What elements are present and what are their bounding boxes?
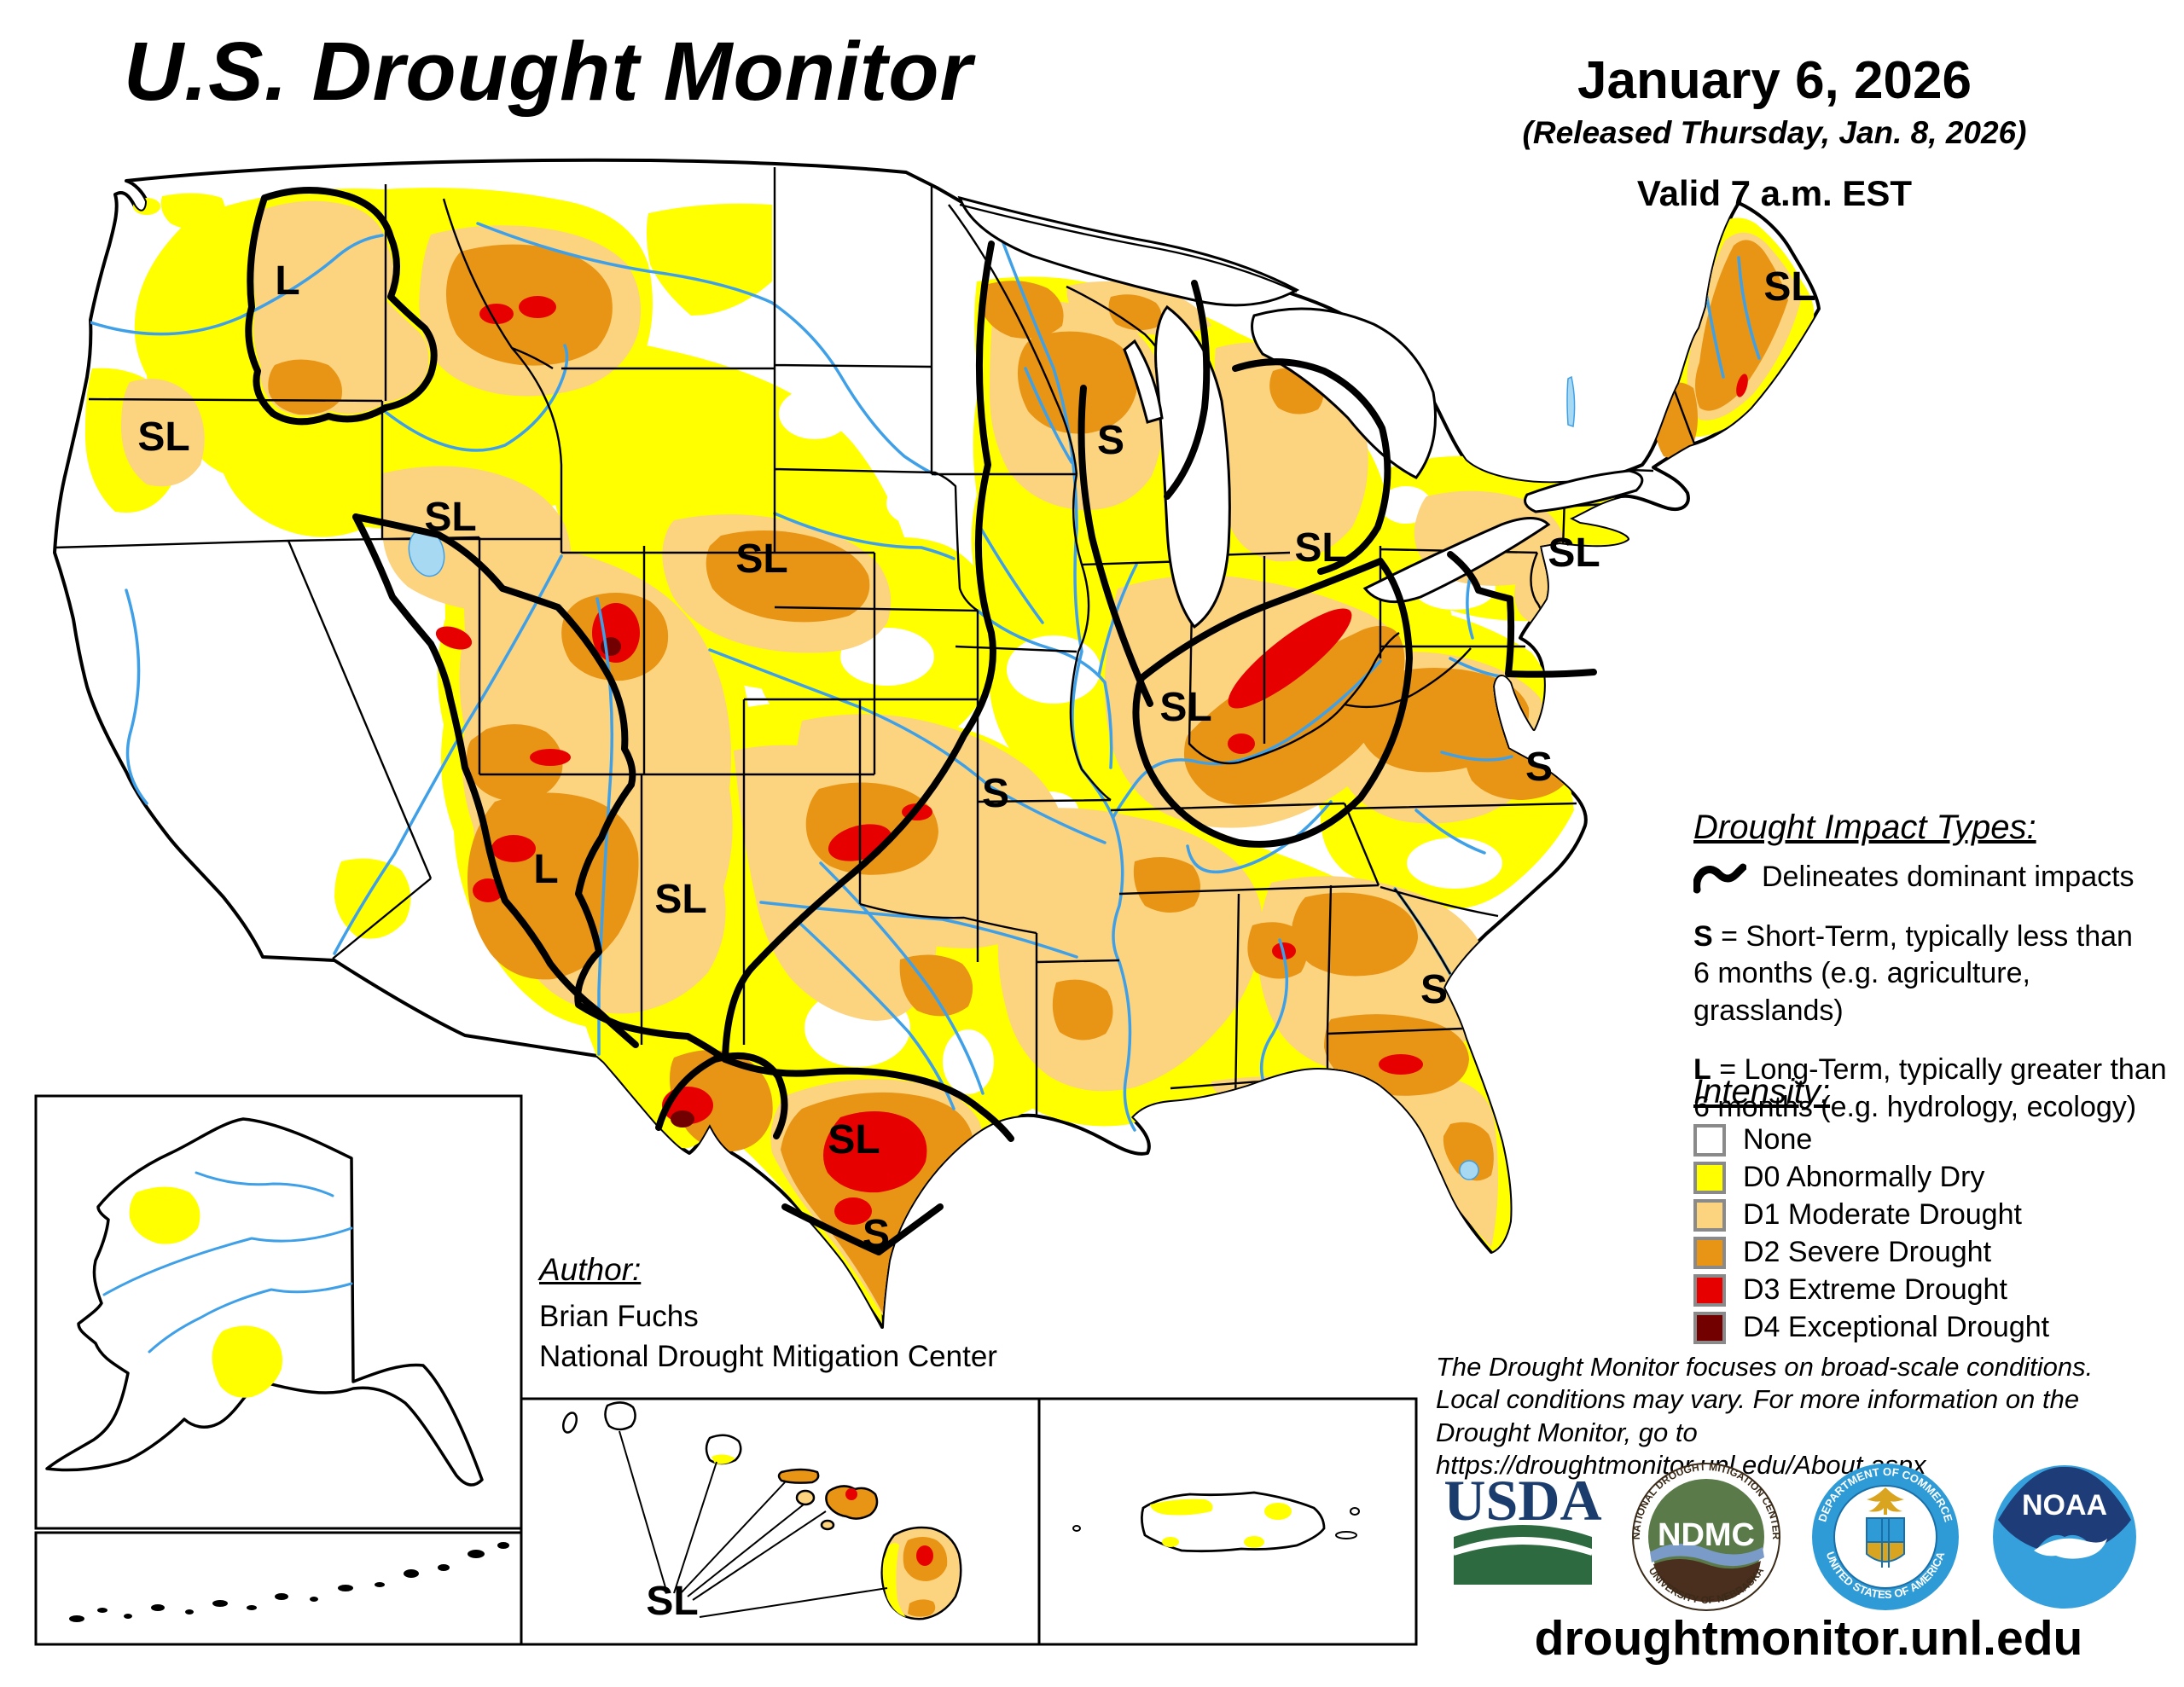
intensity-label: D4 Exceptional Drought (1743, 1311, 2050, 1343)
impact-label-s: S (1420, 967, 1448, 1012)
intensity-row-4: D3 Extreme Drought (1693, 1273, 2184, 1307)
usda-logo: USDA (1443, 1468, 1602, 1585)
intensity-legend-heading: Intensity: (1693, 1073, 1831, 1110)
maui (825, 1485, 879, 1520)
niihau (561, 1412, 578, 1434)
intensity-swatch (1693, 1311, 1726, 1344)
lanai (795, 1489, 816, 1506)
impact-label-s: S (1097, 418, 1124, 463)
impact-label-sl: SL (137, 415, 189, 460)
intensity-swatch (1693, 1123, 1726, 1157)
site-url: droughtmonitor.unl.edu (1534, 1611, 2083, 1666)
commerce-logo: DEPARTMENT OF COMMERCE UNITED STATES OF … (1812, 1464, 1959, 1610)
lake-ontario (1524, 469, 1644, 513)
impact-legend-heading: Drought Impact Types: (1693, 809, 2036, 846)
alaska-d0 (129, 1186, 282, 1398)
alaska-inset (34, 1094, 523, 1646)
impact-label-s: S (982, 771, 1009, 816)
intensity-row-1: D0 Abnormally Dry (1693, 1161, 2184, 1194)
impact-label-s: S (1525, 745, 1553, 790)
green-bay (1123, 339, 1164, 424)
released-date: (Released Thursday, Jan. 8, 2026) (1522, 115, 2027, 151)
intensity-label: D0 Abnormally Dry (1743, 1161, 1985, 1193)
lake-okeechobee (1459, 1160, 1479, 1180)
intensity-label: D3 Extreme Drought (1743, 1273, 2007, 1306)
small-lakes (408, 375, 1576, 1180)
puerto-rico-d0 (1150, 1499, 1292, 1548)
delineation-squiggle-icon (1693, 863, 1746, 894)
map-date: January 6, 2026 (1577, 51, 1972, 110)
author-heading: Author: (539, 1252, 642, 1287)
vieques (1335, 1531, 1357, 1539)
intensity-row-2: D1 Moderate Drought (1693, 1198, 2184, 1232)
impact-label-sl: SL (646, 1579, 698, 1624)
alaska-rivers (102, 1171, 353, 1354)
lake-michigan (1154, 304, 1231, 629)
culebra (1350, 1507, 1360, 1516)
big-island-d2-south (908, 1599, 936, 1617)
intensity-row-0: None (1693, 1123, 2184, 1157)
delineates-label: Delineates dominant impacts (1762, 861, 2135, 893)
svg-text:NDMC: NDMC (1658, 1517, 1755, 1553)
impact-label-s: S (863, 1212, 890, 1257)
impact-label-l: L (533, 847, 558, 892)
logos-row: USDA NDMC NATIONAL DROUGHT MITIGATION CE… (1443, 1461, 2136, 1611)
intensity-label: None (1743, 1123, 1813, 1156)
valid-time: Valid 7 a.m. EST (1636, 173, 1913, 214)
author-block: Author: Brian Fuchs National Drought Mit… (539, 1252, 997, 1377)
mona (1072, 1525, 1081, 1532)
kahoolawe (820, 1519, 835, 1531)
ndmc-logo: NDMC NATIONAL DROUGHT MITIGATION CENTER … (1630, 1461, 1782, 1611)
kauai (604, 1401, 636, 1431)
oahu-d0 (712, 1454, 735, 1464)
canada-border-through-superior (959, 203, 1298, 293)
hawaii-pointer-lines (619, 1430, 888, 1618)
date-block: January 6, 2026 (Released Thursday, Jan.… (1502, 53, 2048, 214)
intensity-swatch (1693, 1236, 1726, 1269)
lake-champlain (1566, 375, 1576, 427)
impact-types-legend: Drought Impact Types: Delineates dominan… (1693, 809, 2184, 1148)
svg-text:USDA: USDA (1443, 1468, 1601, 1533)
hawaii-inset (520, 1397, 1041, 1646)
maui-d3 (845, 1488, 857, 1500)
puerto-rico-inset (1037, 1397, 1418, 1646)
intensity-row-3: D2 Severe Drought (1693, 1236, 2184, 1269)
intensity-label: D1 Moderate Drought (1743, 1198, 2022, 1231)
noaa-bird (2034, 1538, 2107, 1559)
impact-label-l: L (275, 258, 299, 304)
big-island-d3 (916, 1545, 933, 1566)
impact-label-sl: SL (1763, 264, 1815, 310)
short-term-definition: S = Short-Term, typically less than 6 mo… (1693, 919, 2133, 1027)
doc-eagle (1867, 1487, 1904, 1515)
impact-label-sl: SL (1294, 525, 1346, 571)
impact-label-sl: SL (424, 495, 476, 540)
big-island-d0 (882, 1543, 906, 1617)
intensity-swatch (1693, 1273, 1726, 1307)
intensity-swatch (1693, 1161, 1726, 1194)
noaa-logo: NOAA (1993, 1465, 2136, 1609)
svg-text:NOAA: NOAA (2022, 1489, 2107, 1522)
intensity-label: D2 Severe Drought (1743, 1236, 1992, 1268)
author-org: National Drought Mitigation Center (539, 1340, 997, 1374)
intensity-row-5: D4 Exceptional Drought (1693, 1311, 2184, 1344)
intensity-legend: Intensity: None D0 Abnormally Dry D1 Moder… (1693, 1073, 2184, 1348)
impact-label-sl: SL (1548, 530, 1600, 576)
impact-label-sl: SL (828, 1117, 880, 1162)
aleutian-islands (69, 1542, 509, 1622)
impact-label-sl: SL (735, 536, 787, 582)
long-term-definition: L = Long-Term, typically greater than 6 … (1693, 1053, 2167, 1123)
state-borders (55, 167, 1696, 1117)
impact-delineation-lines (245, 186, 1597, 1255)
impact-label-sl: SL (654, 877, 706, 922)
page-title: U.S. Drought Monitor (124, 25, 973, 118)
author-name: Brian Fuchs (539, 1300, 699, 1333)
impact-label-sl: SL (1159, 685, 1211, 730)
molokai (777, 1468, 820, 1484)
intensity-swatch (1693, 1198, 1726, 1232)
